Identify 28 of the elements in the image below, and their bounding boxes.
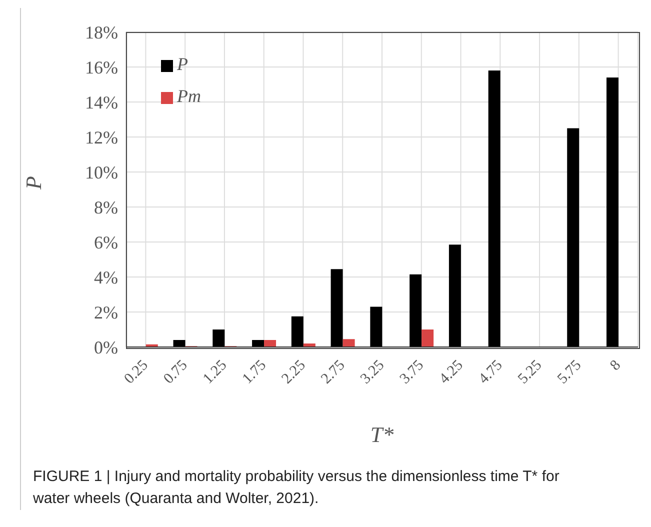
- x-tick-label: 3.75: [397, 357, 428, 388]
- x-tick-label: 0.25: [121, 357, 152, 388]
- x-tick-label: 1.25: [200, 357, 230, 388]
- x-axis-title: T*: [370, 422, 394, 447]
- y-tick-label: 14%: [85, 92, 118, 112]
- y-tick-label: 10%: [85, 162, 118, 182]
- y-tick-label: 16%: [85, 57, 118, 78]
- x-tick-label: 1.75: [240, 357, 270, 388]
- legend-label: P: [177, 54, 188, 74]
- x-tick-label: 0.75: [160, 357, 191, 388]
- x-tick-label: 4.25: [436, 357, 466, 388]
- y-tick-label: 12%: [85, 127, 118, 148]
- legend-label: Pm: [177, 86, 201, 106]
- y-tick-label: 6%: [94, 232, 118, 252]
- y-axis-title: P: [20, 176, 46, 190]
- y-tick-label: 18%: [85, 22, 118, 42]
- x-tick-label: 5.75: [554, 357, 585, 388]
- y-tick-label: 8%: [94, 197, 118, 218]
- y-tick-label: 0%: [94, 337, 118, 358]
- x-tick-label: 2.75: [318, 357, 348, 388]
- x-tick-label: 3.25: [358, 357, 388, 388]
- x-tick-label: 4.75: [476, 357, 506, 388]
- caption: FIGURE 1 | Injury and mortality probability versus the dimensionless time T* for water wheels (Quaranta and Wolter, 2021).: [32, 467, 560, 509]
- y-tick-label: 4%: [94, 267, 118, 288]
- x-tick-label: 5.25: [515, 357, 546, 388]
- x-tick-label: 2.25: [279, 357, 309, 388]
- y-tick-label: 2%: [94, 302, 118, 322]
- x-tick-label: 8: [607, 357, 624, 374]
